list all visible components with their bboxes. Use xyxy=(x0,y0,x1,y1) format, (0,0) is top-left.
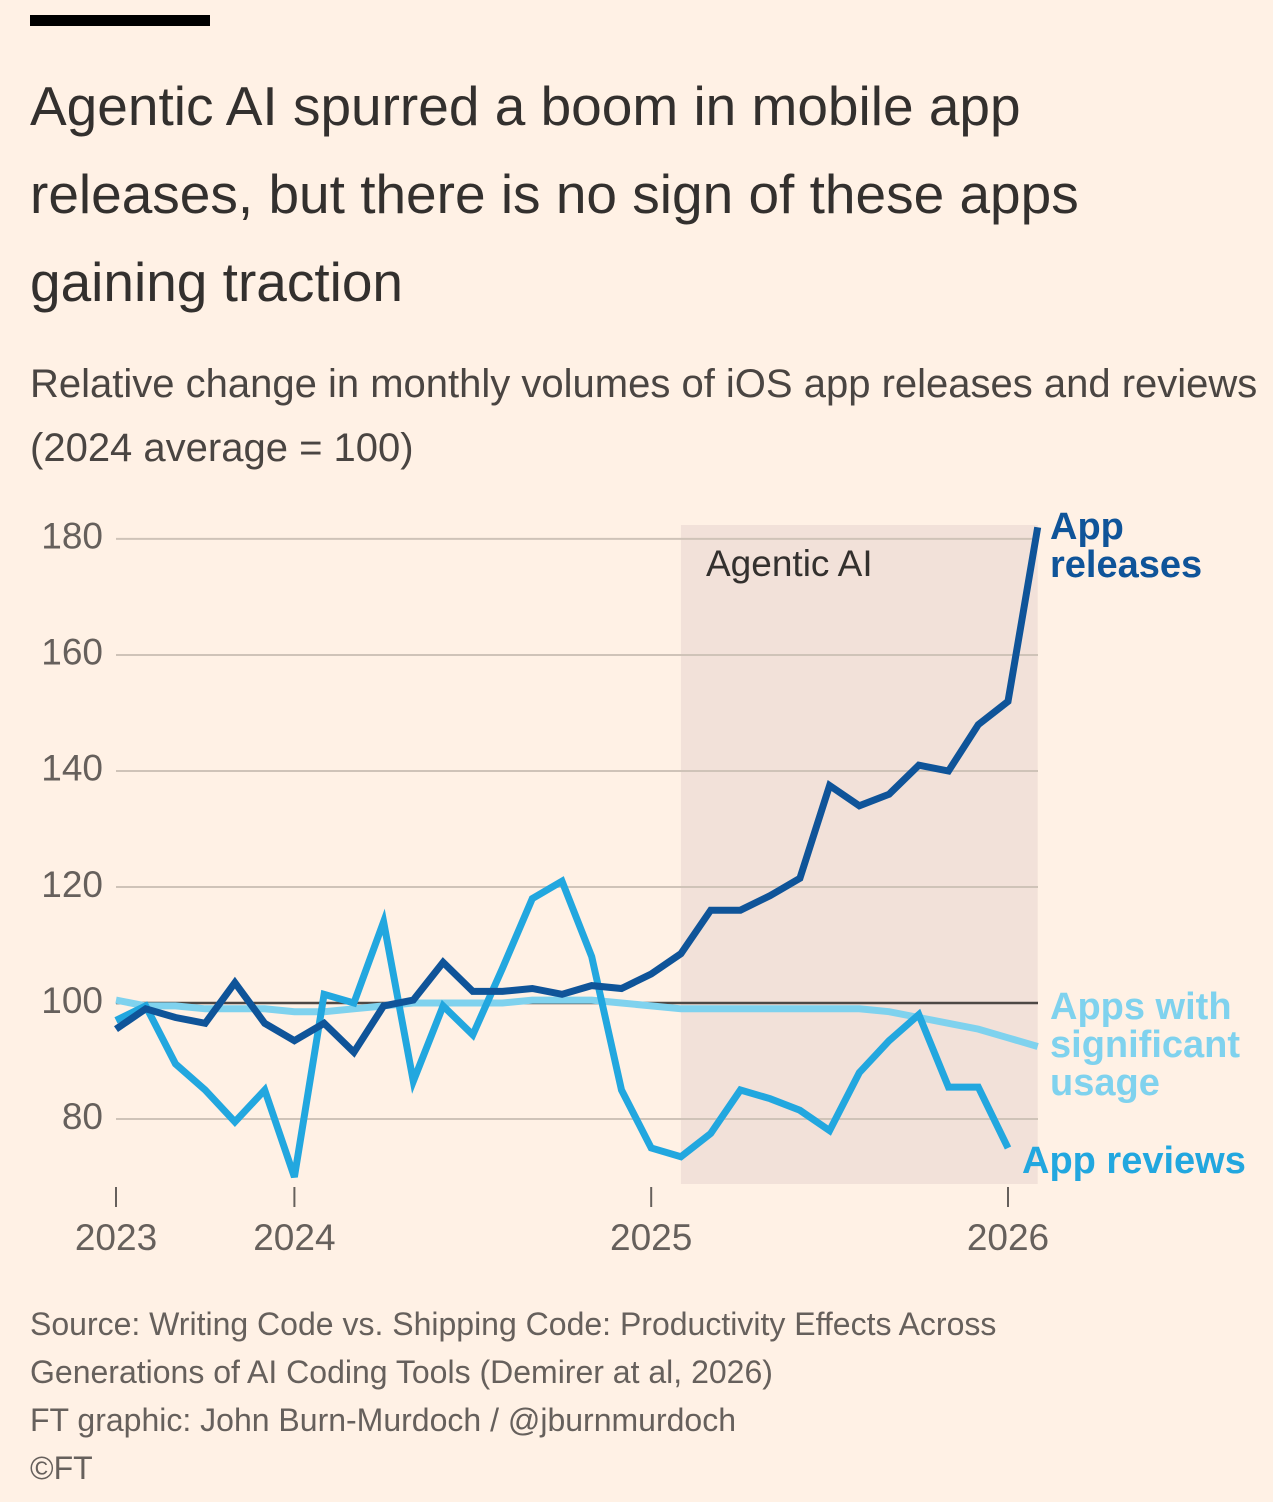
y-tick-label: 140 xyxy=(41,748,103,789)
x-tick-label: 2024 xyxy=(253,1217,335,1258)
x-tick-label: 2026 xyxy=(967,1217,1049,1258)
series-line xyxy=(114,876,1012,1179)
source-line: ©FT xyxy=(30,1450,93,1486)
y-tick-label: 100 xyxy=(41,980,103,1021)
shaded-region-label: Agentic AI xyxy=(706,543,873,584)
chart-title: Agentic AI spurred a boom in mobile app … xyxy=(30,75,1079,313)
brand-bar xyxy=(30,15,210,26)
shaded-region xyxy=(680,525,1038,1184)
source-block: Source: Writing Code vs. Shipping Code: … xyxy=(30,1300,1140,1492)
x-tick-label: 2023 xyxy=(75,1217,157,1258)
series-label: App releases xyxy=(1050,506,1203,586)
y-tick-label: 80 xyxy=(62,1096,103,1137)
x-tick-label: 2025 xyxy=(610,1217,692,1258)
series-label: App reviews xyxy=(1022,1140,1246,1182)
y-tick-label: 160 xyxy=(41,632,103,673)
series-line xyxy=(115,996,1039,1050)
series-line xyxy=(114,526,1042,1058)
source-line: FT graphic: John Burn-Murdoch / @jburnmu… xyxy=(30,1402,736,1438)
y-tick-label: 120 xyxy=(41,864,103,905)
chart-subtitle: Relative change in monthly volumes of iO… xyxy=(30,362,1258,470)
source-line: Source: Writing Code vs. Shipping Code: … xyxy=(30,1306,997,1390)
series-label: Apps with significant usage xyxy=(1050,986,1241,1104)
y-tick-label: 180 xyxy=(41,516,103,557)
